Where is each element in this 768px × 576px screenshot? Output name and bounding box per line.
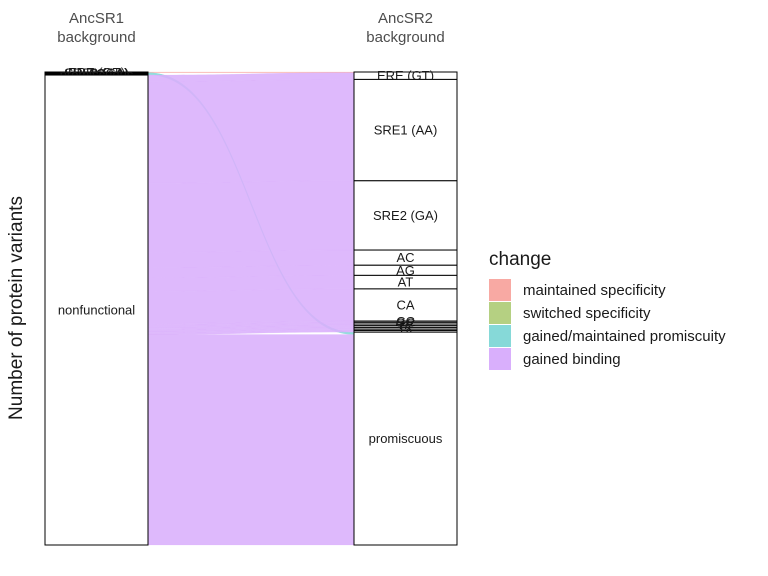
right-stratum-sre2-ga (353, 180, 458, 251)
legend-label-maintained-specificity: maintained specificity (523, 282, 666, 299)
right-stratum-label-promiscuous: promiscuous (369, 431, 443, 446)
left-stratum-label-nonfunctional: nonfunctional (58, 303, 135, 318)
right-stratum-label-ca: CA (396, 297, 414, 312)
strata-layer: ERE (GT)SRE1 (AA)SRE2 (GA)ACAGpromiscuou… (44, 65, 458, 546)
right-stratum-label-ac: AC (396, 250, 414, 265)
flows-layer (147, 71, 355, 546)
axis-titles: AncSR1 background AncSR2 background (57, 10, 444, 46)
right-stratum-label-sre2-ga: SRE2 (GA) (373, 208, 438, 223)
legend-key-switched-specificity (489, 302, 511, 324)
flow-nonfunctional-to-promiscuous (147, 334, 355, 546)
legend-key-gained-maintained-promiscuity (489, 325, 511, 347)
axis-title-right-line1: AncSR2 (378, 10, 433, 27)
right-stratum-sre1-aa (353, 78, 458, 182)
right-stratum-promiscuous (353, 331, 458, 546)
left-stratum-nonfunctional (44, 74, 149, 546)
axis-title-left-line2: background (57, 29, 135, 46)
axis-title-left-line1: AncSR1 (69, 10, 124, 27)
flow-nonfunctional-to-ca (147, 288, 355, 324)
legend-label-switched-specificity: switched specificity (523, 305, 651, 322)
legend-label-gained-binding: gained binding (523, 351, 621, 368)
axis-title-right-line2: background (366, 29, 444, 46)
legend: change maintained specificity switched sp… (489, 249, 726, 370)
flow-nonfunctional-to-sre1-aa (147, 79, 355, 184)
flow-nonfunctional-to-ac (147, 249, 355, 268)
legend-label-gained-maintained-promiscuity: gained/maintained promiscuity (523, 328, 726, 345)
y-axis-label: Number of protein variants (6, 196, 27, 420)
flow-nonfunctional-to-sre2-ga (147, 180, 355, 253)
legend-title: change (489, 249, 551, 270)
right-stratum-label-ag: AG (396, 263, 415, 278)
legend-key-maintained-specificity (489, 279, 511, 301)
legend-key-gained-binding (489, 348, 511, 370)
right-stratum-ca (353, 288, 458, 322)
right-stratum-label-sre1-aa: SRE1 (AA) (374, 123, 438, 138)
right-stratum-label-at: AT (398, 275, 414, 290)
